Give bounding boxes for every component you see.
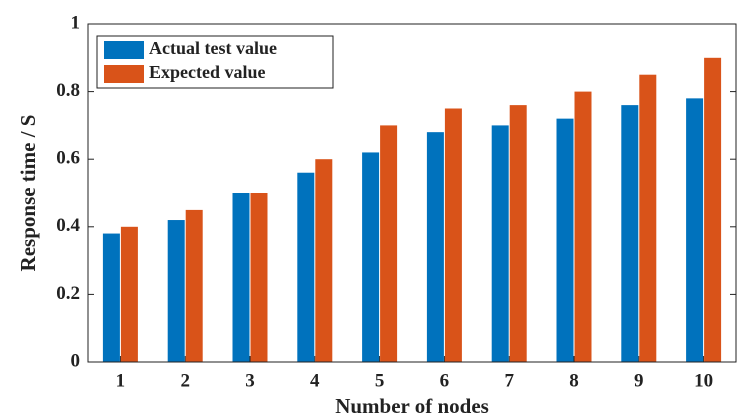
x-tick-label: 7	[504, 370, 514, 391]
bar	[574, 91, 592, 362]
legend-swatch	[104, 41, 144, 59]
x-tick-label: 6	[440, 370, 450, 391]
bar	[426, 132, 444, 362]
y-tick-label: 0.6	[56, 148, 80, 169]
bar	[232, 193, 250, 362]
bar	[509, 105, 527, 363]
bar	[556, 118, 574, 362]
y-tick-label: 1	[71, 12, 81, 33]
bar	[120, 226, 138, 362]
x-tick-label: 4	[310, 370, 320, 391]
axes-frame	[87, 23, 737, 363]
x-tick-label: 2	[180, 370, 190, 391]
bar	[297, 172, 315, 362]
x-tick-label: 10	[694, 370, 713, 391]
x-tick-label: 1	[116, 370, 126, 391]
x-tick-label: 3	[245, 370, 255, 391]
legend-swatch	[104, 65, 144, 83]
bar	[639, 74, 657, 362]
bar	[185, 209, 203, 362]
bar	[704, 57, 722, 363]
bar	[444, 108, 462, 362]
bar	[380, 125, 398, 363]
y-axis-label: Response time / S	[16, 115, 40, 272]
x-axis-label: Number of nodes	[335, 394, 489, 418]
x-tick-label: 8	[569, 370, 579, 391]
y-tick-label: 0.8	[56, 80, 80, 101]
legend-label: Expected value	[149, 62, 266, 82]
bar	[686, 98, 704, 363]
legend-label: Actual test value	[149, 38, 277, 58]
bar	[250, 193, 268, 362]
bar	[315, 159, 333, 362]
bar	[491, 125, 509, 363]
y-tick-label: 0.4	[56, 215, 80, 236]
x-tick-label: 9	[634, 370, 644, 391]
x-tick-label: 5	[375, 370, 385, 391]
bar	[362, 152, 380, 362]
bar	[167, 220, 185, 362]
y-tick-label: 0	[71, 350, 81, 371]
y-tick-label: 0.2	[56, 283, 80, 304]
bar	[621, 105, 639, 363]
bar	[102, 233, 120, 362]
